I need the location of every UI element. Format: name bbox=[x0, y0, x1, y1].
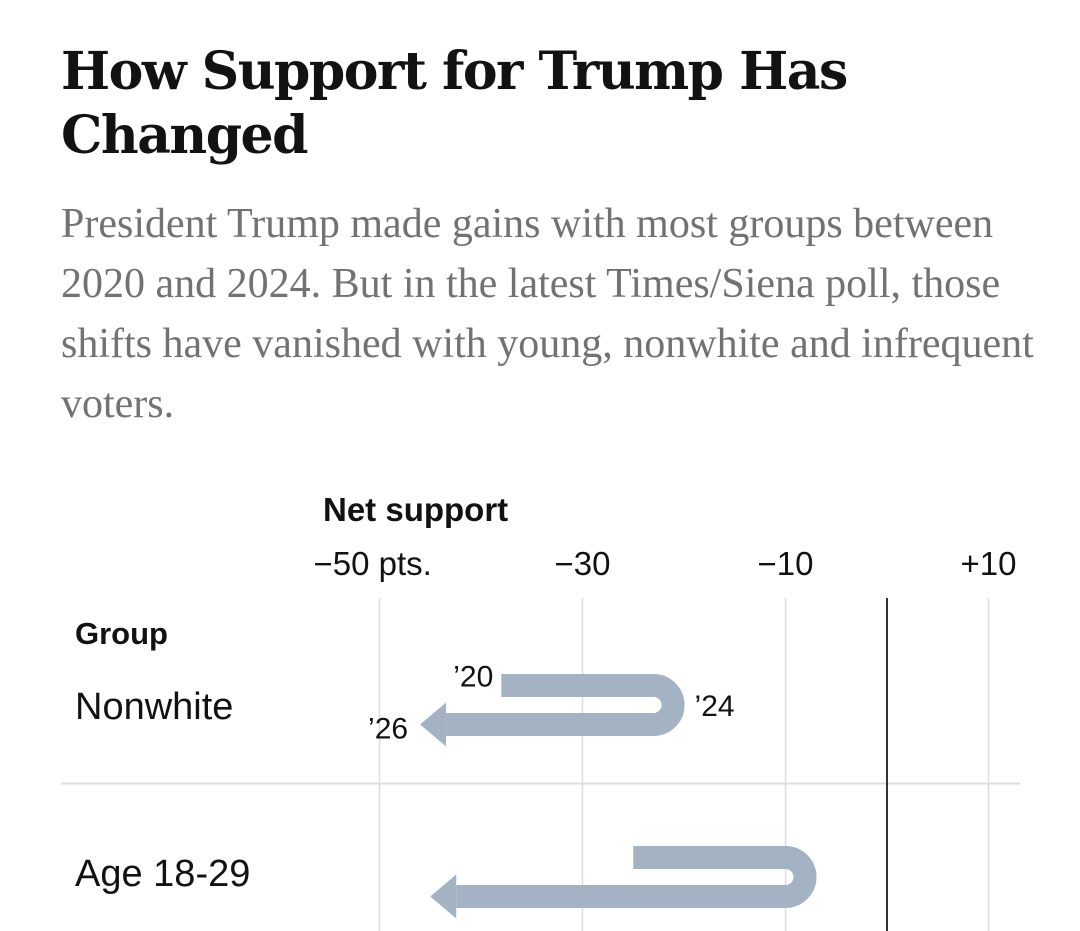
x-tick-label: −10 bbox=[758, 545, 814, 582]
group-label: Nonwhite bbox=[75, 686, 233, 728]
year-label-2026: ’26 bbox=[368, 713, 408, 746]
row-group: Age 18-29 bbox=[75, 846, 817, 919]
x-tick-label: −50 pts. bbox=[314, 545, 432, 582]
row-group: Nonwhite ’20 ’24 ’26 bbox=[75, 661, 735, 747]
chart-title: How Support for Trump Has Changed bbox=[61, 41, 848, 166]
arrow-head bbox=[420, 702, 447, 747]
year-label-2020: ’20 bbox=[453, 661, 493, 694]
shift-arrow-body bbox=[456, 846, 817, 908]
axis-title: Net support bbox=[323, 491, 508, 528]
year-label-2024: ’24 bbox=[695, 690, 735, 723]
shift-arrow-body bbox=[446, 674, 685, 736]
group-header: Group bbox=[75, 616, 168, 651]
group-label: Age 18-29 bbox=[75, 853, 250, 895]
chart-subtitle: President Trump made gains with most gro… bbox=[61, 201, 1034, 427]
x-tick-label: +10 bbox=[961, 545, 1017, 582]
arrow-head bbox=[430, 874, 457, 919]
x-tick-label: −30 bbox=[555, 545, 611, 582]
